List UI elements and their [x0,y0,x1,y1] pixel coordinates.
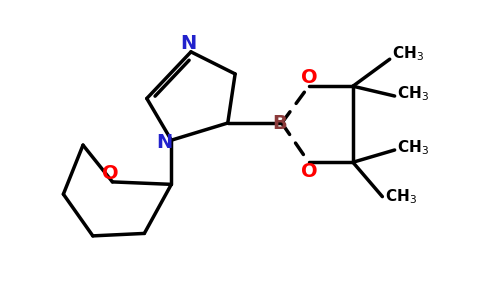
Text: CH$_3$: CH$_3$ [397,84,429,103]
Text: O: O [302,68,318,87]
Text: N: N [181,34,197,53]
Text: B: B [272,113,287,133]
Text: CH$_3$: CH$_3$ [385,187,417,206]
Text: O: O [302,162,318,181]
Text: N: N [156,133,172,152]
Text: CH$_3$: CH$_3$ [392,44,424,63]
Text: O: O [102,164,118,183]
Text: CH$_3$: CH$_3$ [397,138,429,157]
